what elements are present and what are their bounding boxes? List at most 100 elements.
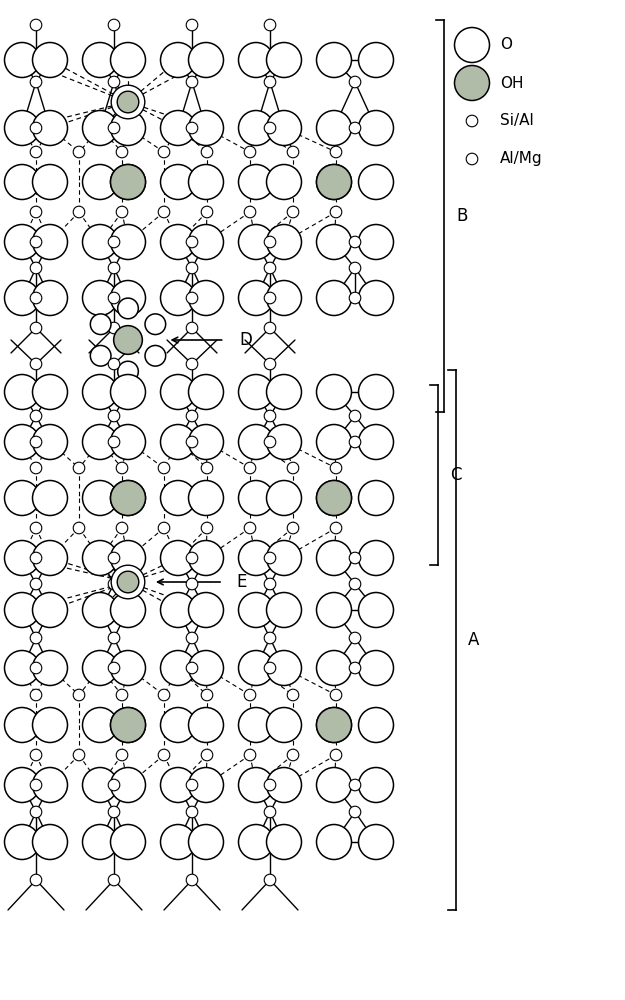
- Circle shape: [189, 481, 224, 516]
- Circle shape: [186, 19, 198, 31]
- Circle shape: [189, 424, 224, 460]
- Circle shape: [359, 824, 394, 859]
- Circle shape: [4, 592, 39, 628]
- Circle shape: [330, 146, 342, 158]
- Circle shape: [111, 824, 146, 859]
- Circle shape: [30, 462, 42, 474]
- Circle shape: [359, 280, 394, 316]
- Circle shape: [158, 689, 170, 701]
- Circle shape: [116, 462, 128, 474]
- Circle shape: [30, 806, 42, 818]
- Circle shape: [108, 552, 120, 564]
- Circle shape: [239, 424, 274, 460]
- Circle shape: [359, 540, 394, 576]
- Circle shape: [359, 225, 394, 259]
- Circle shape: [330, 206, 342, 218]
- Circle shape: [186, 262, 198, 274]
- Circle shape: [239, 164, 274, 200]
- Circle shape: [4, 650, 39, 686]
- Circle shape: [91, 345, 111, 366]
- Circle shape: [239, 225, 274, 259]
- Circle shape: [316, 824, 351, 859]
- Circle shape: [349, 236, 361, 248]
- Circle shape: [454, 66, 489, 101]
- Circle shape: [30, 262, 42, 274]
- Circle shape: [244, 522, 256, 534]
- Circle shape: [201, 522, 212, 534]
- Circle shape: [239, 540, 274, 576]
- Circle shape: [111, 592, 146, 628]
- Circle shape: [186, 552, 198, 564]
- Circle shape: [316, 280, 351, 316]
- Circle shape: [239, 280, 274, 316]
- Circle shape: [288, 749, 299, 761]
- Circle shape: [288, 146, 299, 158]
- Circle shape: [266, 110, 301, 145]
- Circle shape: [4, 708, 39, 742]
- Circle shape: [82, 824, 118, 859]
- Circle shape: [30, 662, 42, 674]
- Circle shape: [186, 632, 198, 644]
- Circle shape: [118, 361, 138, 382]
- Circle shape: [118, 298, 138, 319]
- Circle shape: [118, 571, 139, 593]
- Circle shape: [330, 522, 342, 534]
- Circle shape: [108, 436, 120, 448]
- Circle shape: [264, 436, 276, 448]
- Circle shape: [30, 19, 42, 31]
- Circle shape: [161, 280, 196, 316]
- Circle shape: [316, 424, 351, 460]
- Circle shape: [108, 292, 120, 304]
- Circle shape: [4, 225, 39, 259]
- Circle shape: [161, 768, 196, 802]
- Circle shape: [359, 592, 394, 628]
- Circle shape: [82, 592, 118, 628]
- Circle shape: [201, 462, 212, 474]
- Circle shape: [349, 122, 361, 134]
- Circle shape: [189, 592, 224, 628]
- Circle shape: [189, 110, 224, 145]
- Text: D: D: [239, 331, 252, 349]
- Circle shape: [349, 578, 361, 590]
- Circle shape: [189, 650, 224, 686]
- Circle shape: [349, 662, 361, 674]
- Circle shape: [264, 122, 276, 134]
- Circle shape: [186, 322, 198, 334]
- Circle shape: [4, 110, 39, 145]
- Circle shape: [239, 824, 274, 859]
- Circle shape: [158, 522, 170, 534]
- Circle shape: [186, 874, 198, 886]
- Circle shape: [266, 280, 301, 316]
- Circle shape: [201, 749, 212, 761]
- Circle shape: [264, 578, 276, 590]
- Circle shape: [266, 768, 301, 802]
- Circle shape: [359, 650, 394, 686]
- Circle shape: [316, 110, 351, 145]
- Circle shape: [82, 424, 118, 460]
- Circle shape: [32, 42, 68, 78]
- Circle shape: [266, 481, 301, 516]
- Circle shape: [4, 164, 39, 200]
- Circle shape: [111, 110, 146, 145]
- Circle shape: [30, 874, 42, 886]
- Circle shape: [266, 592, 301, 628]
- Circle shape: [239, 42, 274, 78]
- Circle shape: [30, 632, 42, 644]
- Circle shape: [161, 110, 196, 145]
- Circle shape: [316, 164, 351, 200]
- Circle shape: [239, 592, 274, 628]
- Circle shape: [145, 314, 166, 335]
- Circle shape: [359, 374, 394, 410]
- Circle shape: [30, 749, 42, 761]
- Circle shape: [244, 146, 256, 158]
- Circle shape: [161, 225, 196, 259]
- Circle shape: [111, 225, 146, 259]
- Circle shape: [244, 689, 256, 701]
- Circle shape: [30, 206, 42, 218]
- Circle shape: [266, 424, 301, 460]
- Circle shape: [359, 164, 394, 200]
- Circle shape: [73, 689, 85, 701]
- Circle shape: [239, 481, 274, 516]
- Circle shape: [264, 76, 276, 88]
- Circle shape: [186, 779, 198, 791]
